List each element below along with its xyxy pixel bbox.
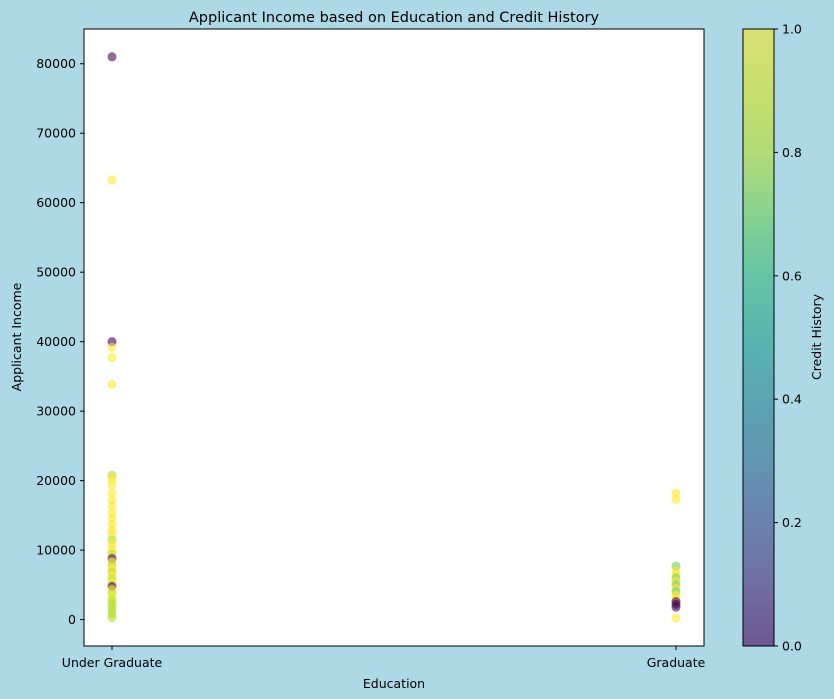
y-tick-label: 70000 [36, 126, 76, 141]
scatter-point [107, 613, 117, 623]
colorbar-tick-label: 1.0 [782, 22, 802, 37]
colorbar: 0.0 0.2 0.4 0.6 0.8 1.0 Credit History [742, 22, 824, 654]
y-axis-label: Applicant Income [9, 282, 24, 391]
y-tick-label: 30000 [36, 404, 76, 419]
scatter-point [107, 379, 117, 389]
scatter-point [671, 613, 681, 623]
y-axis: 0 10000 20000 30000 40000 50000 60000 70000 8000… [36, 56, 84, 627]
scatter-point [107, 513, 117, 523]
x-axis: Under Graduate Graduate [62, 646, 706, 670]
scatter-points [107, 52, 681, 623]
scatter-point [107, 52, 117, 62]
colorbar-tick-label: 0.0 [782, 639, 802, 654]
colorbar-ticks: 0.0 0.2 0.4 0.6 0.8 1.0 [774, 22, 802, 654]
scatter-point [107, 342, 117, 352]
colorbar-tick-label: 0.6 [782, 268, 802, 283]
colorbar-tick-label: 0.4 [782, 392, 802, 407]
y-tick-label: 80000 [36, 56, 76, 71]
colorbar-tick-label: 0.8 [782, 145, 802, 160]
plot-area [83, 28, 705, 647]
scatter-point [671, 494, 681, 504]
y-tick-label: 50000 [36, 265, 76, 280]
chart-title: Applicant Income based on Education and … [189, 10, 600, 26]
x-tick-label: Graduate [647, 655, 706, 670]
scatter-point [107, 501, 117, 511]
scatter-point [671, 488, 681, 498]
colorbar-gradient [742, 28, 775, 647]
colorbar-tick-label: 0.2 [782, 515, 802, 530]
y-tick-label: 60000 [36, 195, 76, 210]
scatter-point [107, 175, 117, 185]
y-tick-label: 40000 [36, 334, 76, 349]
scatter-point [671, 602, 681, 612]
y-tick-label: 0 [68, 612, 76, 627]
y-tick-label: 10000 [36, 543, 76, 558]
x-tick-label: Under Graduate [62, 655, 163, 670]
scatter-point [107, 480, 117, 490]
colorbar-label: Credit History [809, 293, 824, 380]
x-axis-label: Education [363, 676, 425, 691]
scatter-point [107, 488, 117, 498]
y-tick-label: 20000 [36, 473, 76, 488]
scatter-point [107, 353, 117, 363]
